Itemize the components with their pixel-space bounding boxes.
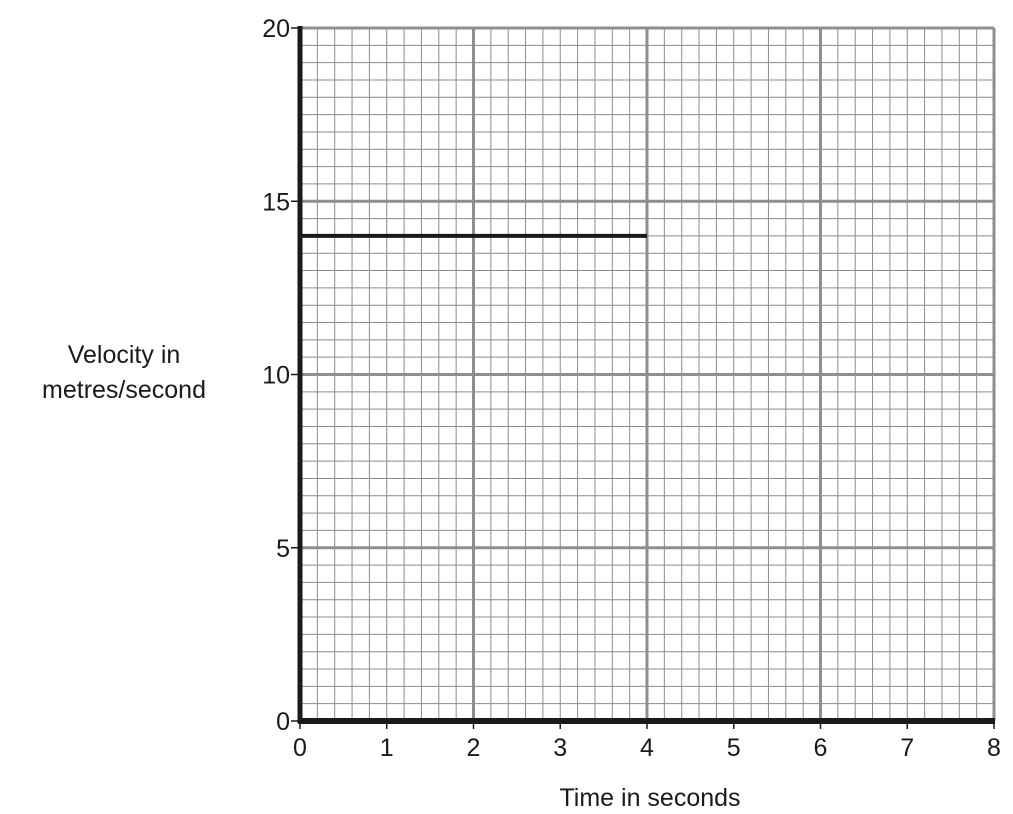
x-tick-label: 3 (553, 734, 567, 762)
y-tick-label: 20 (262, 15, 290, 43)
x-tick-label: 5 (727, 734, 741, 762)
x-tick-label: 4 (640, 734, 654, 762)
x-tick-label: 0 (293, 734, 307, 762)
y-tick-label: 5 (276, 535, 290, 563)
y-tick-label: 10 (262, 362, 290, 390)
x-tick-label: 6 (814, 734, 828, 762)
tick-labels: 0 1 2 3 4 5 6 7 8 0 5 10 15 20 (262, 15, 1001, 762)
y-tick-label: 15 (262, 188, 290, 216)
axes (291, 26, 995, 729)
y-tick-label: 0 (276, 708, 290, 736)
y-axis-title-line-1: Velocity in (68, 341, 181, 369)
x-tick-label: 2 (467, 734, 481, 762)
x-axis-title: Time in seconds (559, 784, 740, 812)
y-axis-title-line-2: metres/second (42, 376, 206, 404)
x-tick-label: 8 (987, 734, 1001, 762)
x-tick-label: 1 (380, 734, 394, 762)
x-tick-label: 7 (900, 734, 914, 762)
